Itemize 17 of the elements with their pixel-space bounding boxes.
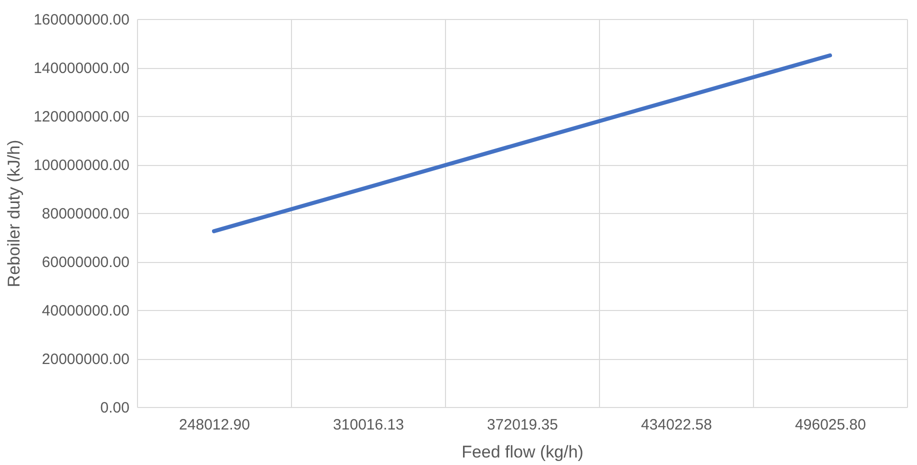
y-tick-label: 0.00: [100, 400, 130, 416]
y-tick-label: 40000000.00: [42, 302, 130, 320]
y-tick-label: 140000000.00: [34, 60, 130, 77]
y-tick-label: 80000000.00: [42, 206, 130, 222]
y-tick-label: 20000000.00: [42, 351, 130, 368]
y-tick-label: 100000000.00: [34, 157, 130, 174]
y-tick-label: 160000000.00: [34, 12, 130, 28]
x-tick-label: 434022.58: [641, 416, 712, 434]
x-axis-title: Feed flow (kg/h): [462, 442, 584, 462]
x-tick-label: 496025.80: [795, 416, 866, 434]
y-axis-title: Reboiler duty (kJ/h): [4, 140, 24, 288]
x-tick-label: 310016.13: [333, 416, 404, 434]
line-series: [212, 53, 832, 234]
y-tick-label: 120000000.00: [34, 108, 130, 126]
x-tick-label: 248012.90: [179, 416, 250, 434]
x-tick-label: 372019.35: [487, 416, 558, 434]
y-tick-label: 60000000.00: [42, 254, 130, 271]
